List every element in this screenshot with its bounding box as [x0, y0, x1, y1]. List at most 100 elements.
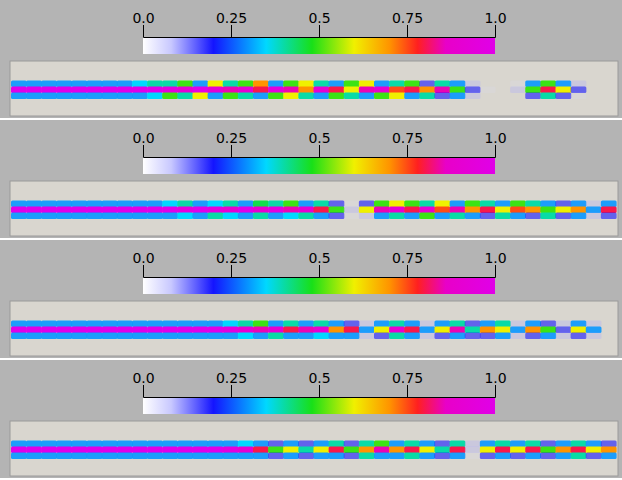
cell: [435, 213, 451, 219]
cell: [87, 201, 103, 207]
cell: [374, 207, 390, 213]
cell: [162, 453, 178, 459]
cell: [177, 447, 193, 453]
cell: [510, 87, 526, 93]
cell: [283, 81, 299, 87]
cell: [586, 201, 602, 207]
field-background: [10, 61, 618, 116]
cell: [540, 327, 556, 333]
cell: [404, 327, 420, 333]
cell: [586, 441, 602, 447]
cell: [374, 87, 390, 93]
cell: [298, 201, 314, 207]
cell: [132, 453, 148, 459]
cell: [162, 333, 178, 339]
cell: [359, 333, 375, 339]
colorbar-tick: 0.5: [308, 10, 330, 37]
cell: [87, 213, 103, 219]
colorbar-tick-label: 0.5: [308, 130, 330, 146]
cell: [87, 321, 103, 327]
cell: [374, 453, 390, 459]
cell: [253, 207, 269, 213]
cell: [177, 333, 193, 339]
cell: [268, 201, 284, 207]
cell: [238, 207, 254, 213]
colorbar-tick-label: 0.75: [392, 10, 423, 26]
cell: [480, 327, 496, 333]
cell: [102, 453, 118, 459]
cell: [147, 87, 163, 93]
cell: [540, 201, 556, 207]
cell: [238, 333, 254, 339]
cell: [26, 207, 42, 213]
colorbar-tick-label: 0.75: [392, 370, 423, 386]
colorbar-tick: 0.75: [392, 250, 423, 277]
cell: [586, 327, 602, 333]
cell: [329, 327, 345, 333]
cell: [556, 327, 572, 333]
cell: [314, 321, 330, 327]
cell: [465, 81, 481, 87]
cell: [329, 87, 345, 93]
cell: [344, 213, 360, 219]
colorbar-tick: 0.25: [216, 10, 247, 37]
cell: [404, 333, 420, 339]
cell: [465, 447, 481, 453]
cell: [495, 213, 511, 219]
panel: 0.00.250.50.751.0: [0, 0, 622, 118]
colorbar-tick: 0.0: [132, 10, 154, 37]
cell: [510, 213, 526, 219]
cell: [359, 93, 375, 99]
cell: [571, 321, 587, 327]
cell: [72, 207, 88, 213]
cell: [465, 87, 481, 93]
cell: [238, 321, 254, 327]
cell: [359, 201, 375, 207]
cell: [238, 81, 254, 87]
cell: [314, 201, 330, 207]
cell: [208, 441, 224, 447]
cell: [11, 333, 27, 339]
cell: [208, 213, 224, 219]
cell: [26, 447, 42, 453]
cell: [525, 87, 541, 93]
cell: [223, 207, 239, 213]
cell: [419, 453, 435, 459]
cell: [132, 201, 148, 207]
cell: [571, 87, 587, 93]
cell: [525, 207, 541, 213]
cell: [102, 87, 118, 93]
colorbar-axis: 0.00.250.50.751.0: [132, 370, 506, 398]
cell: [268, 213, 284, 219]
colorbar-tick-mark: [495, 265, 496, 277]
cell: [344, 447, 360, 453]
cell: [404, 93, 420, 99]
cell: [253, 213, 269, 219]
cell: [465, 327, 481, 333]
cell: [344, 81, 360, 87]
cell: [404, 81, 420, 87]
cell: [465, 207, 481, 213]
cell: [11, 87, 27, 93]
cell: [132, 327, 148, 333]
cell: [72, 93, 88, 99]
cell: [238, 201, 254, 207]
colorbar-tick-mark: [319, 145, 320, 157]
colorbar-tick-label: 0.5: [308, 10, 330, 26]
cell: [147, 201, 163, 207]
cell: [450, 321, 466, 327]
cell: [87, 81, 103, 87]
cell: [404, 453, 420, 459]
cell: [26, 333, 42, 339]
cell: [344, 207, 360, 213]
cell: [495, 333, 511, 339]
cell: [253, 327, 269, 333]
colorbar-tick-label: 0.25: [216, 10, 247, 26]
cell: [450, 81, 466, 87]
cell: [26, 321, 42, 327]
cell: [238, 327, 254, 333]
field-background: [10, 421, 618, 476]
colorbar-axis: 0.00.250.50.751.0: [132, 10, 506, 38]
cell: [72, 327, 88, 333]
cell: [41, 333, 57, 339]
